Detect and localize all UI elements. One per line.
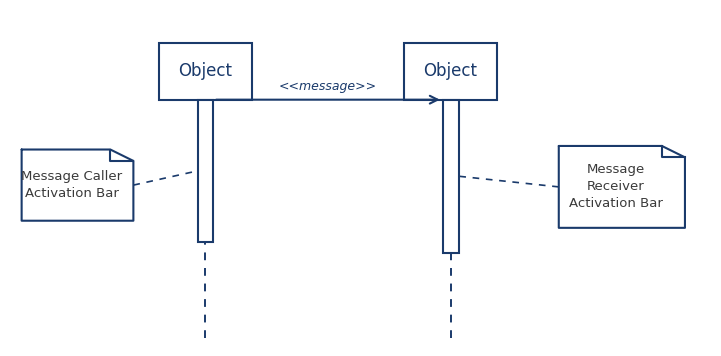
Bar — [443, 100, 459, 253]
Text: Object: Object — [179, 62, 232, 80]
Text: Message Caller
Activation Bar: Message Caller Activation Bar — [21, 170, 123, 200]
Text: Object: Object — [424, 62, 477, 80]
Text: Message
Receiver
Activation Bar: Message Receiver Activation Bar — [569, 163, 663, 210]
Bar — [198, 100, 213, 242]
Bar — [159, 43, 252, 100]
Bar — [404, 43, 497, 100]
Text: <<message>>: <<message>> — [279, 79, 377, 93]
